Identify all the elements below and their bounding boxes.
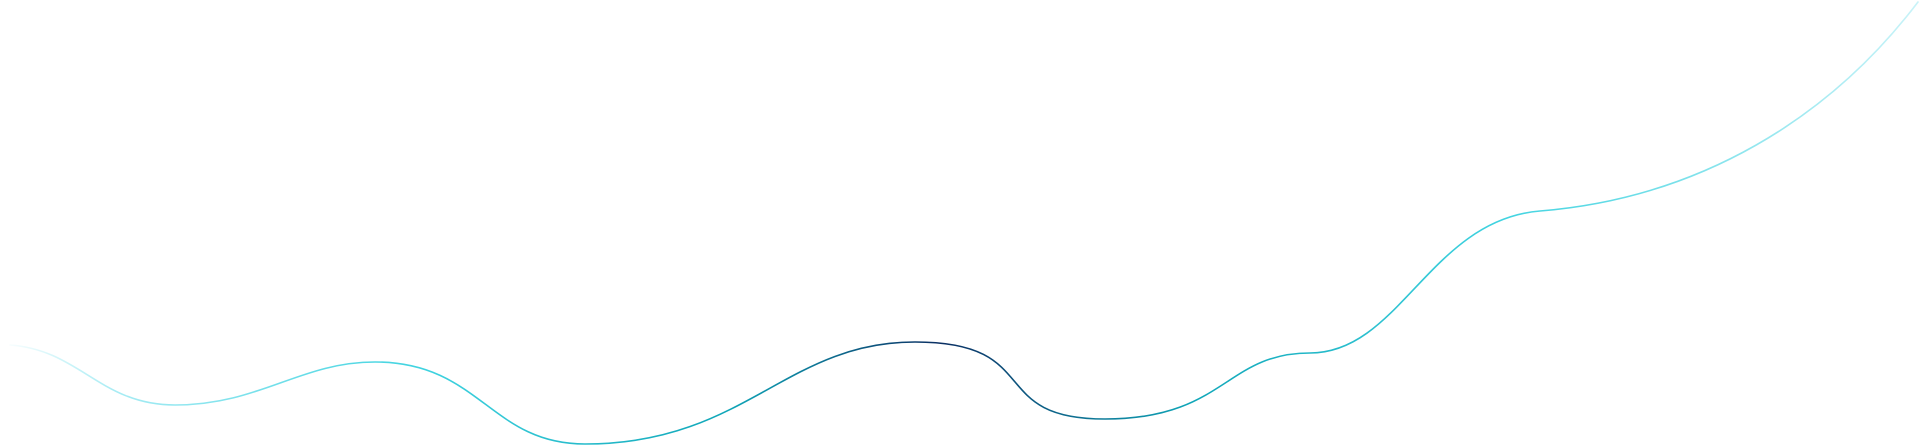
wave-path <box>9 1 1919 445</box>
